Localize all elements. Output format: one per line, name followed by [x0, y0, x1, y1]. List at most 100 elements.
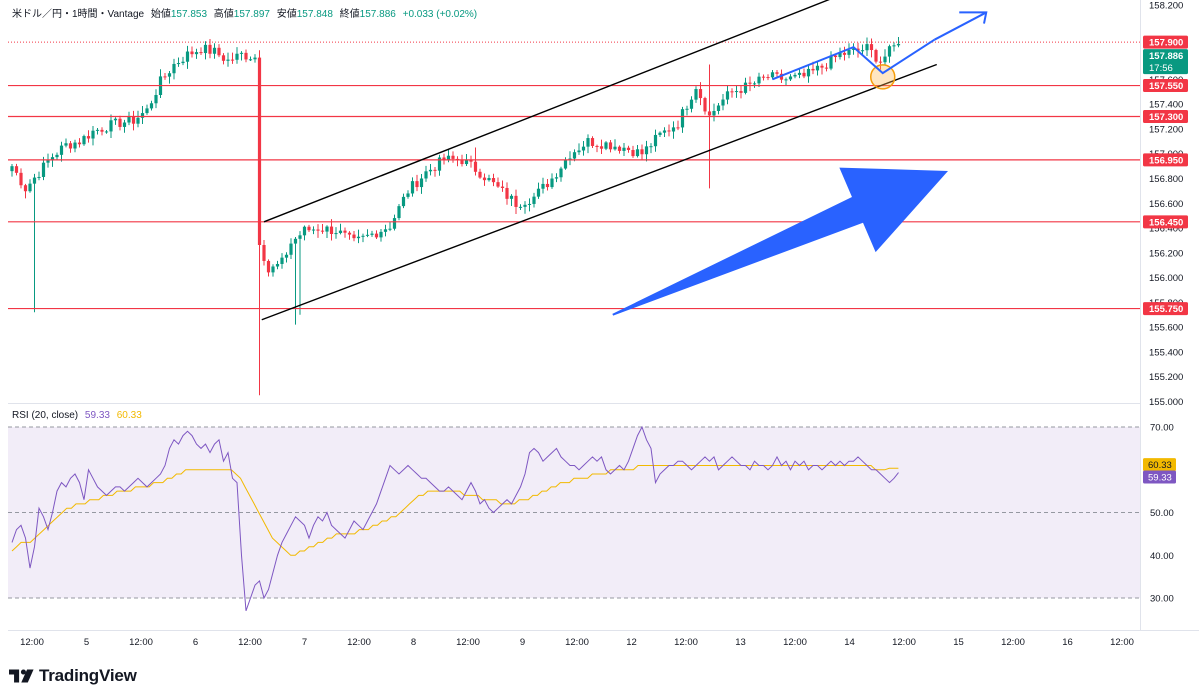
candle-body — [748, 82, 752, 84]
candle-body — [239, 52, 244, 54]
candle-body — [649, 146, 653, 148]
candle-body — [37, 176, 41, 178]
candle-body — [527, 203, 532, 205]
candle-body — [860, 50, 865, 52]
time-tick-label: 12:00 — [892, 637, 916, 648]
candle-body — [383, 229, 388, 232]
price-tick-label: 157.400 — [1149, 100, 1183, 111]
brand-name: TradingView — [39, 666, 137, 685]
candle-body — [617, 146, 622, 151]
level-price-label: 157.300 — [1149, 112, 1183, 123]
candle-body — [221, 55, 226, 61]
rsi-tick-label: 50.00 — [1150, 508, 1174, 519]
candle-body — [541, 183, 545, 189]
candle-body — [311, 229, 316, 231]
price-tick-label: 156.600 — [1149, 199, 1183, 210]
candle-body — [608, 142, 613, 150]
candle-body — [100, 129, 104, 132]
candle-body — [302, 226, 307, 236]
candle-body — [532, 196, 536, 204]
candle-body — [23, 185, 28, 192]
candle-body — [838, 52, 842, 58]
candle-body — [676, 127, 680, 129]
candle-body — [113, 118, 118, 121]
candle-body — [716, 105, 721, 111]
candle-body — [554, 177, 559, 179]
candle-body — [752, 83, 757, 85]
rsi-line — [11, 425, 899, 611]
channel-upper-line — [263, 0, 830, 223]
time-tick-label: 9 — [520, 637, 525, 648]
candle-body — [505, 187, 509, 199]
tradingview-brand[interactable]: TradingView — [9, 666, 137, 686]
candle-body — [743, 82, 748, 93]
time-tick-label: 12:00 — [456, 637, 480, 648]
rsi-header: RSI (20, close) 59.33 60.33 — [12, 410, 142, 421]
time-tick-label: 12:00 — [674, 637, 698, 648]
candle-body — [509, 195, 514, 199]
price-tick-label: 156.400 — [1149, 224, 1183, 235]
candle-body — [73, 142, 77, 149]
candle-body — [293, 238, 298, 244]
candle-body — [658, 132, 662, 135]
candle-body — [424, 171, 428, 179]
candle-body — [347, 232, 352, 235]
candle-body — [338, 230, 343, 234]
candle-body — [253, 57, 257, 60]
candle-body — [320, 230, 325, 232]
level-price-tag — [1143, 153, 1188, 167]
candle-body — [410, 181, 415, 194]
candle-body — [626, 147, 631, 150]
candle-body — [167, 73, 172, 77]
candle-body — [896, 43, 901, 46]
level-price-tag — [1143, 110, 1188, 124]
candle-body — [559, 168, 563, 178]
candle-body — [86, 136, 91, 139]
candle-body — [523, 204, 527, 207]
candle-body — [46, 160, 50, 163]
candle-body — [473, 161, 478, 172]
price-tick-label: 156.000 — [1149, 273, 1183, 284]
candle-body — [698, 89, 703, 99]
candle-body — [685, 108, 689, 110]
candle-body — [550, 178, 554, 188]
candle-body — [478, 171, 482, 178]
candle-body — [518, 206, 523, 208]
candle-body — [415, 181, 419, 188]
candle-body — [887, 46, 892, 57]
candle-body — [730, 91, 734, 93]
rsi-ma-line — [11, 465, 899, 556]
candle-body — [64, 143, 68, 146]
rsi-title: RSI (20, close) — [12, 410, 79, 421]
candle-body — [865, 44, 869, 51]
candle-body — [271, 266, 275, 273]
candle-body — [568, 158, 572, 161]
candle-body — [334, 233, 338, 235]
price-axis: 158.200157.900157.600157.400157.200157.0… — [1143, 1, 1188, 408]
candle-body — [631, 149, 635, 157]
highlight-circle — [870, 64, 896, 90]
high-price-tag — [1143, 35, 1188, 49]
time-tick-label: 12:00 — [1001, 637, 1025, 648]
candle-body — [172, 63, 176, 74]
candle-body — [842, 52, 847, 55]
candle-body — [419, 178, 424, 188]
candle-body — [140, 113, 145, 118]
price-tick-label: 158.200 — [1149, 1, 1183, 12]
candle-body — [154, 94, 158, 104]
candle-body — [694, 89, 698, 100]
candle-body — [59, 145, 64, 155]
high-value: 157.897 — [233, 9, 270, 20]
candle-body — [10, 166, 14, 172]
candle-body — [163, 76, 167, 78]
level-price-tag — [1143, 79, 1188, 93]
candle-body — [766, 77, 770, 79]
candle-body — [802, 72, 806, 77]
candle-body — [127, 115, 131, 123]
symbol-title: 米ドル／円・1時間・Vantage — [12, 9, 145, 20]
candle-body — [644, 146, 649, 155]
time-tick-label: 13 — [735, 637, 746, 648]
symbol-header: 米ドル／円・1時間・Vantage 始値157.853 高値157.897 安値… — [12, 5, 477, 20]
candle-body — [442, 157, 446, 161]
candle-body — [487, 178, 491, 181]
